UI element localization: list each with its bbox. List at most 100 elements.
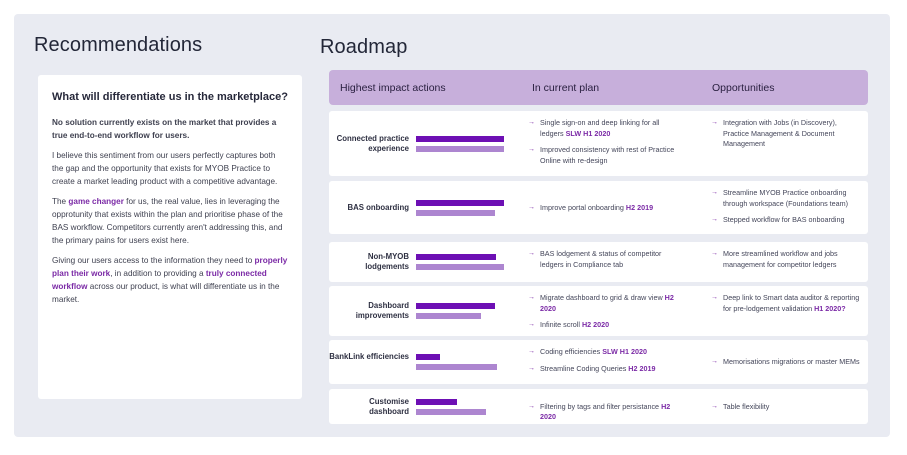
plan-item: → Streamline Coding Queries H2 2019 bbox=[528, 364, 678, 375]
row-label: Dashboard improvements bbox=[355, 301, 409, 320]
arrow-right-icon: → bbox=[711, 294, 718, 301]
item-text: Stepped workflow for BAS onboarding bbox=[723, 215, 845, 224]
arrow-right-icon: → bbox=[528, 250, 535, 257]
arrow-right-icon: → bbox=[528, 203, 535, 211]
roadmap-title: Roadmap bbox=[320, 36, 408, 58]
roadmap-row: Customise dashboard → Filtering by tags an… bbox=[329, 389, 868, 424]
item-text: Streamline Coding Queries bbox=[540, 363, 627, 373]
roadmap-row: Non-MYOB lodgements → BAS lodgement & stat… bbox=[329, 242, 868, 282]
impact-bar bbox=[416, 398, 457, 405]
arrow-right-icon: → bbox=[528, 402, 535, 410]
plan-item: → Improved consistency with rest of Pract… bbox=[528, 145, 678, 166]
arrow-right-icon: → bbox=[528, 119, 535, 126]
plan-item: → Migrate dashboard to grid & draw view H… bbox=[528, 293, 678, 314]
roadmap-row: BAS onboarding → Improve portal onboarding… bbox=[329, 181, 868, 234]
plan-item: → BAS lodgement & status of competitor le… bbox=[528, 249, 678, 270]
recommendations-card: What will differentiate us in the market… bbox=[38, 75, 302, 399]
item-text: Single sign-on and deep linking for all … bbox=[540, 118, 660, 138]
connected-workflow-highlight: truly connected workflow bbox=[52, 269, 267, 291]
effort-bar bbox=[416, 408, 486, 415]
arrow-right-icon: → bbox=[528, 294, 535, 301]
opportunity-items: → More streamlined workflow and jobs mana… bbox=[711, 249, 861, 276]
effort-bar bbox=[416, 145, 504, 152]
current-plan-items: → BAS lodgement & status of competitor le… bbox=[528, 249, 678, 276]
plan-item: → Infinite scroll H2 2020 bbox=[528, 320, 678, 331]
item-text: Coding efficiencies bbox=[540, 347, 601, 356]
highlight-quote: No solution currently exists on the mark… bbox=[52, 118, 277, 140]
plan-item: → Stepped workflow for BAS onboarding bbox=[711, 215, 861, 226]
arrow-right-icon: → bbox=[528, 364, 535, 372]
text: across our product, is what will differe… bbox=[52, 282, 280, 304]
plan-item: → Deep link to Smart data auditor & repor… bbox=[711, 293, 861, 314]
effort-bar bbox=[416, 264, 504, 270]
card-title: What will differentiate us in the market… bbox=[52, 91, 288, 103]
item-text: More streamlined workflow and jobs manag… bbox=[723, 249, 838, 269]
item-text: Filtering by tags and filter persistance bbox=[540, 401, 660, 411]
arrow-right-icon: → bbox=[711, 358, 718, 365]
text: The bbox=[52, 197, 69, 206]
paragraph-sentiment: I believe this sentiment from our users … bbox=[52, 151, 278, 186]
col-highest-impact: Highest impact actions bbox=[340, 82, 446, 94]
release-tag: SLW H1 2020 bbox=[602, 347, 647, 356]
item-text: Improved consistency with rest of Practi… bbox=[540, 145, 675, 165]
row-label: Connected practice experience bbox=[336, 133, 409, 153]
arrow-right-icon: → bbox=[528, 321, 535, 328]
game-changer-highlight: game changer bbox=[68, 197, 124, 206]
opportunity-items: → Integration with Jobs (in Discovery), P… bbox=[711, 118, 861, 156]
plan-item: → More streamlined workflow and jobs mana… bbox=[711, 249, 861, 270]
plan-item: → Filtering by tags and filter persistanc… bbox=[528, 402, 678, 423]
impact-bar bbox=[416, 303, 495, 309]
current-plan-items: → Coding efficiencies SLW H1 2020 → Streaml… bbox=[528, 347, 678, 380]
arrow-right-icon: → bbox=[711, 216, 718, 223]
text: for us, the real value, lies in leveragi… bbox=[52, 197, 283, 245]
opportunity-items: → Deep link to Smart data auditor & repor… bbox=[711, 293, 861, 320]
paragraph-game-changer: The game changer for us, the real value,… bbox=[52, 195, 288, 247]
arrow-right-icon: → bbox=[528, 146, 535, 153]
recommendations-title: Recommendations bbox=[34, 34, 203, 56]
current-plan-items: → Migrate dashboard to grid & draw view H… bbox=[528, 293, 678, 337]
current-plan-items: → Filtering by tags and filter persistanc… bbox=[528, 402, 678, 429]
row-label: Customise dashboard bbox=[369, 396, 409, 416]
plan-item: → Streamline MYOB Practice onboarding thr… bbox=[711, 188, 861, 209]
roadmap-header: Highest impact actions In current plan O… bbox=[329, 70, 868, 105]
col-current-plan: In current plan bbox=[532, 82, 600, 94]
current-plan-items: → Single sign-on and deep linking for all… bbox=[528, 118, 678, 172]
row-label: BAS onboarding bbox=[347, 202, 409, 212]
release-tag: H2 2019 bbox=[628, 363, 656, 373]
item-text: BAS lodgement & status of competitor led… bbox=[540, 249, 662, 269]
plan-item: → Memorisations migrations or master MEMs bbox=[711, 357, 861, 368]
opportunity-items: → Table flexibility bbox=[711, 402, 861, 419]
impact-bar bbox=[416, 199, 504, 206]
release-tag: SLW H1 2020 bbox=[565, 128, 611, 138]
arrow-right-icon: → bbox=[711, 119, 718, 126]
roadmap-row: Dashboard improvements → Migrate dashboard… bbox=[329, 286, 868, 336]
arrow-right-icon: → bbox=[528, 348, 535, 355]
item-text: Infinite scroll bbox=[540, 320, 580, 329]
release-tag: H2 2019 bbox=[625, 202, 654, 212]
row-label: Non-MYOB lodgements bbox=[365, 252, 409, 271]
plan-work-highlight: properly plan their work bbox=[52, 256, 288, 278]
arrow-right-icon: → bbox=[711, 189, 718, 196]
effort-bar bbox=[416, 313, 481, 319]
item-text: Improve portal onboarding bbox=[540, 202, 624, 212]
item-text: Streamline MYOB Practice onboarding thro… bbox=[723, 188, 849, 208]
current-plan-items: → Improve portal onboarding H2 2019 bbox=[528, 203, 678, 220]
release-tag: H1 2020? bbox=[814, 303, 846, 313]
impact-bar bbox=[416, 254, 496, 260]
item-text: Deep link to Smart data auditor & report… bbox=[723, 293, 860, 313]
roadmap-row: Connected practice experience → Single sig… bbox=[329, 111, 868, 176]
plan-item: → Table flexibility bbox=[711, 402, 861, 413]
plan-item: → Integration with Jobs (in Discovery), P… bbox=[711, 118, 861, 150]
item-text: Table flexibility bbox=[723, 401, 770, 411]
arrow-right-icon: → bbox=[711, 402, 718, 410]
release-tag: H2 2020 bbox=[540, 293, 674, 313]
plan-item: → Single sign-on and deep linking for all… bbox=[528, 118, 678, 139]
opportunity-items: → Streamline MYOB Practice onboarding thr… bbox=[711, 188, 861, 232]
roadmap-row: BankLink efficiencies → Coding efficiencie… bbox=[329, 340, 868, 384]
effort-bar bbox=[416, 364, 497, 370]
row-label: BankLink efficiencies bbox=[329, 352, 409, 361]
plan-item: → Coding efficiencies SLW H1 2020 bbox=[528, 347, 678, 358]
arrow-right-icon: → bbox=[711, 250, 718, 257]
item-text: Migrate dashboard to grid & draw view bbox=[540, 293, 663, 302]
item-text: Integration with Jobs (in Discovery), Pr… bbox=[723, 118, 837, 148]
